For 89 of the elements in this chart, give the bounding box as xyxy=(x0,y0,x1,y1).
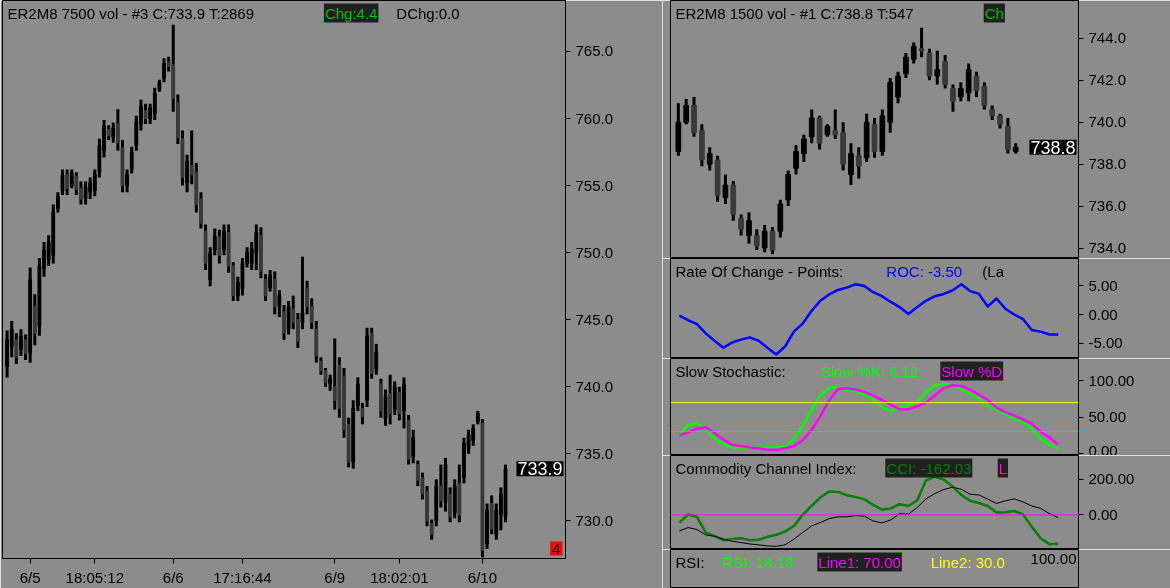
x-tick-label: 6/10 xyxy=(467,568,498,586)
candlestick xyxy=(162,58,166,83)
chart-title: Commodity Channel Index: xyxy=(675,459,857,477)
candlestick xyxy=(143,102,148,124)
candlestick xyxy=(942,55,948,89)
candlestick xyxy=(263,274,268,301)
chart-title: Rate Of Change - Points: xyxy=(675,262,844,280)
line-series xyxy=(678,282,1060,356)
y-tick-label: -5.00 xyxy=(1088,334,1123,352)
y-tick-label: 740.0 xyxy=(1088,113,1127,131)
candlestick xyxy=(1005,117,1011,154)
candlestick xyxy=(753,229,760,251)
x-tick-label: 6/5 xyxy=(19,568,41,586)
candlestick xyxy=(738,214,744,236)
text: 738.8 xyxy=(1030,137,1076,158)
candlestick xyxy=(848,143,854,186)
y-tick-label: 734.0 xyxy=(1088,239,1127,257)
candlestick xyxy=(374,342,379,375)
annotation: L xyxy=(998,459,1008,477)
candlestick xyxy=(722,174,729,204)
y-tick-label: 742.0 xyxy=(1088,71,1127,89)
y-tick-label: 0.00 xyxy=(1088,305,1118,323)
candlestick xyxy=(83,181,88,205)
text: RSI: xyxy=(675,553,705,571)
candlestick xyxy=(706,147,713,171)
candlestick xyxy=(950,84,956,112)
candlestick xyxy=(402,377,406,429)
y-tick-label: 765.0 xyxy=(575,42,614,60)
candlestick xyxy=(365,326,369,407)
chart-title: ER2M8 7500 vol - #3 C:733.9 T:2869 xyxy=(7,4,255,22)
text: 100.00 xyxy=(1030,549,1077,567)
series-label: Slow %K: 6.12 xyxy=(820,362,919,380)
candlestick xyxy=(761,224,768,254)
candlestick xyxy=(957,82,964,103)
x-tick-label: 6/9 xyxy=(324,568,346,586)
y-tick-label: 740.0 xyxy=(575,377,614,395)
x-tick-label: 6/6 xyxy=(162,568,184,586)
candlestick xyxy=(332,338,337,410)
candlestick xyxy=(910,42,917,64)
chart-title: Slow Stochastic: xyxy=(675,362,786,380)
y-tick-label: 738.0 xyxy=(1088,155,1127,173)
text: 4 xyxy=(552,539,561,557)
chart-title: ER2M8 1500 vol - #1 C:738.8 T:547 xyxy=(675,4,914,22)
x-tick-label: 18:05:12 xyxy=(65,568,124,586)
y-tick-label: 755.0 xyxy=(575,176,614,194)
text: 733.9 xyxy=(517,459,563,480)
candlestick xyxy=(793,145,799,175)
annotation: Ch xyxy=(984,4,1004,22)
candlestick xyxy=(111,122,116,143)
candlestick xyxy=(217,228,222,264)
series-label: CCI: -162.03 xyxy=(886,459,972,477)
annotation: (La xyxy=(982,262,1005,280)
candlestick xyxy=(934,49,941,85)
y-tick-label: 50.00 xyxy=(1088,408,1127,426)
y-tick-label: 200.00 xyxy=(1088,470,1135,488)
y-tick-label: 760.0 xyxy=(575,109,614,127)
annotation: DChg:0.0 xyxy=(396,4,460,22)
annotation: Chg:4.4 xyxy=(324,4,378,22)
y-tick-label: 736.0 xyxy=(1088,197,1127,215)
text: RSI: 18.18 xyxy=(722,553,794,571)
candlestick xyxy=(683,99,690,125)
candlestick xyxy=(903,52,909,79)
y-tick-label: 744.0 xyxy=(1088,29,1127,47)
y-tick-label: 5.00 xyxy=(1088,276,1118,294)
text: Line2: 30.0 xyxy=(930,553,1005,571)
candlestick xyxy=(60,169,65,195)
y-tick-label: 735.0 xyxy=(575,444,614,462)
candlestick xyxy=(808,109,815,145)
x-tick-label: 18:02:01 xyxy=(370,568,429,586)
candlestick xyxy=(832,109,839,139)
x-tick-label: 17:16:44 xyxy=(213,568,272,586)
candlestick xyxy=(855,147,862,179)
candlestick xyxy=(746,212,752,244)
line-series xyxy=(678,475,1060,546)
y-tick-label: 750.0 xyxy=(575,243,614,261)
candlestick xyxy=(926,48,933,82)
candlestick xyxy=(965,63,972,103)
candlestick xyxy=(801,134,807,163)
candlestick xyxy=(277,290,282,319)
y-tick-label: 0.00 xyxy=(1088,441,1118,459)
series-label: Slow %D xyxy=(941,362,1003,380)
y-tick-label: 745.0 xyxy=(575,310,614,328)
candlestick xyxy=(895,70,901,104)
y-tick-label: 730.0 xyxy=(575,511,614,529)
y-tick-label: 0.00 xyxy=(1088,505,1118,523)
candlestick xyxy=(918,26,925,59)
text: Line1: 70.00 xyxy=(818,553,901,571)
series-label: ROC: -3.50 xyxy=(886,262,963,280)
y-tick-label: 100.00 xyxy=(1088,371,1135,389)
